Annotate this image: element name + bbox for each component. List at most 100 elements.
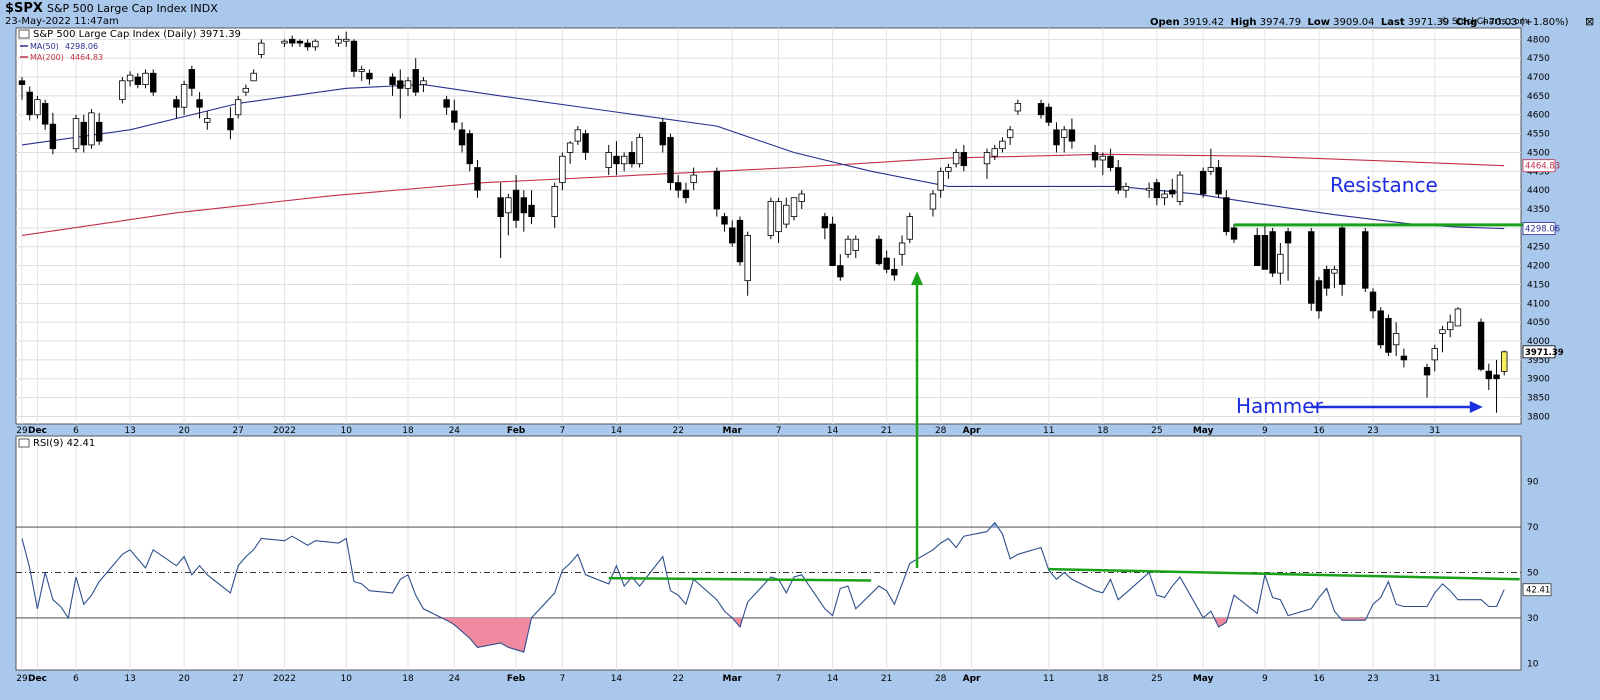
candles-layer (18, 31, 1508, 413)
candle-body (1377, 310, 1384, 346)
candle-body (512, 189, 520, 221)
candle (960, 144, 968, 172)
candle-body (790, 197, 798, 217)
candle (1439, 325, 1446, 353)
rsi-x-tick-label: 13 (124, 674, 135, 684)
candle-body (196, 99, 203, 108)
price-tag-value: 3971.39 (1525, 348, 1564, 358)
candle (204, 110, 211, 130)
candle (72, 114, 80, 153)
close-icon[interactable]: ⊠ (1585, 15, 1595, 28)
candle-body (528, 204, 535, 217)
candle (1315, 276, 1323, 319)
candle-body (288, 38, 296, 44)
rsi-x-tick-label: Apr (963, 674, 981, 684)
candle (582, 129, 589, 160)
price-x-tick-label: 25 (1151, 426, 1162, 436)
candle-body (1107, 155, 1114, 168)
candle-body (1145, 187, 1153, 191)
price-x-tick-label: 24 (449, 426, 461, 436)
candle-body (559, 155, 566, 184)
candle-body (134, 76, 141, 85)
price-legend: S&P 500 Large Cap Index (Daily) 3971.39 … (18, 29, 241, 62)
rsi-y-tick-label: 50 (1527, 569, 1539, 579)
rsi-x-tick-label: 29 (16, 674, 28, 684)
price-y-tick-label: 4400 (1527, 186, 1550, 196)
rsi-oversold-fill (1340, 617, 1367, 621)
candle-body (281, 40, 288, 44)
candle-body (690, 174, 697, 184)
price-y-tick-label: 4100 (1527, 299, 1550, 309)
candle (88, 109, 95, 149)
candle (1053, 122, 1060, 153)
candle (1323, 265, 1330, 296)
rsi-line (21, 521, 1505, 653)
rsi-overbought-fill (990, 522, 998, 528)
candle-body (829, 223, 836, 267)
annotations-layer: Resistance Hammer (1234, 173, 1536, 418)
candle (296, 39, 304, 47)
candle (1207, 148, 1215, 176)
candle-body (474, 167, 481, 191)
candle-body (1099, 155, 1106, 161)
candle-body (682, 189, 690, 199)
rsi-x-tick-label: 18 (1097, 674, 1109, 684)
rsi-x-tick-label: Feb (507, 674, 526, 684)
rsi-x-tick-label: Mar (723, 674, 743, 684)
candle-body (1315, 280, 1323, 312)
candle-body (937, 170, 944, 191)
candle (613, 141, 620, 176)
candle-body (1223, 197, 1230, 233)
candle-body (566, 142, 574, 153)
candle (1061, 126, 1068, 153)
candle-body (1037, 103, 1045, 116)
candle-body (783, 204, 790, 225)
candle (574, 126, 582, 145)
price-y-tick-label: 4000 (1527, 337, 1550, 347)
candle (41, 99, 49, 130)
chg-label: Chg (1455, 17, 1478, 28)
price-x-tick-label: Mar (723, 426, 743, 436)
rsi-x-tick-label: 20 (178, 674, 190, 684)
ohlc-readout: Open 3919.42 High 3974.79 Low 3909.04 La… (1150, 17, 1569, 28)
candle (1400, 348, 1408, 368)
candle (883, 250, 890, 274)
candle-body (1400, 355, 1408, 361)
rsi-x-tick-label: 27 (232, 674, 243, 684)
candle-body (443, 99, 450, 108)
ticker-symbol: $SPX (5, 1, 43, 16)
candle (234, 95, 242, 119)
candle-body (350, 40, 358, 72)
candle-body (142, 72, 149, 85)
candle-body (420, 80, 427, 85)
rsi-x-tick-label: 24 (449, 674, 461, 684)
candle (783, 197, 790, 228)
candle (126, 71, 134, 87)
candle-body (775, 201, 782, 233)
ma200-line (21, 153, 1505, 236)
collapse-toggle-icon[interactable] (18, 29, 30, 39)
candle (559, 152, 566, 191)
candle (451, 99, 458, 130)
candle-body (88, 112, 95, 146)
candle (180, 80, 188, 115)
candle (1423, 363, 1431, 398)
price-x-tick-label: 28 (935, 426, 947, 436)
candle-body (713, 170, 720, 210)
candle-body (204, 118, 211, 123)
candle (49, 112, 57, 155)
candle-body (1215, 167, 1222, 195)
candle (1369, 288, 1377, 319)
rsi-collapse-toggle-icon[interactable] (18, 438, 30, 448)
candle (18, 77, 26, 100)
candle-body (1485, 370, 1492, 380)
price-x-tick-label: Feb (507, 426, 526, 436)
candle-body (891, 268, 898, 276)
price-y-tick-label: 4550 (1527, 130, 1550, 140)
candle-body (620, 155, 628, 165)
candle-body (1053, 129, 1060, 146)
price-y-tick-label: 3850 (1527, 394, 1550, 404)
candle (659, 118, 666, 153)
candle-body (1254, 235, 1261, 267)
price-x-tick-label: 2022 (273, 426, 296, 436)
